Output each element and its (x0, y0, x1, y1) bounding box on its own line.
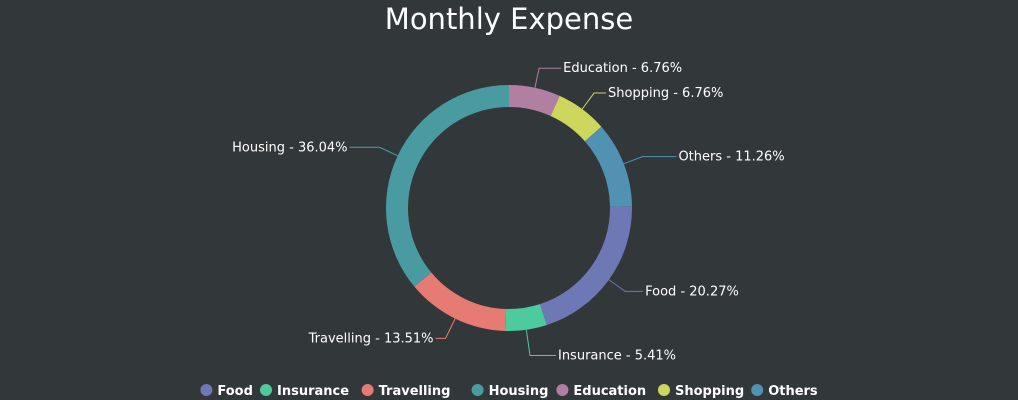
legend-label-shopping: Shopping (675, 384, 744, 399)
legend-marker-others (751, 384, 764, 396)
legend-item-food[interactable]: Food (200, 384, 253, 399)
slice-label-education: Education - 6.76% (563, 61, 682, 76)
leader-line-insurance (525, 329, 556, 357)
slices-layer (385, 85, 632, 331)
leader-line-others (623, 156, 677, 165)
legend-label-housing: Housing (489, 384, 549, 399)
legend-marker-food (200, 384, 213, 396)
slice-travelling[interactable] (414, 272, 507, 331)
legend-marker-shopping (658, 384, 670, 396)
legend-label-food: Food (217, 384, 253, 399)
slice-label-travelling: Travelling - 13.51% (308, 331, 434, 346)
leader-line-housing (349, 146, 398, 157)
legend: Food Insurance Travelling Housing Education S… (200, 384, 818, 399)
slice-housing[interactable] (385, 85, 509, 287)
legend-label-travelling: Travelling (379, 384, 451, 399)
chart-title: Monthly Expense (385, 2, 633, 36)
legend-marker-insurance (260, 384, 272, 396)
slice-others[interactable] (584, 126, 632, 207)
legend-item-others[interactable]: Others (751, 384, 818, 399)
leader-line-travelling (435, 318, 456, 339)
slice-shopping[interactable] (550, 95, 602, 142)
leader-line-shopping (581, 92, 607, 110)
legend-marker-travelling (361, 384, 374, 396)
legend-item-education[interactable]: Education (556, 384, 646, 399)
slice-label-shopping: Shopping - 6.76% (608, 86, 723, 101)
slice-label-insurance: Insurance - 5.41% (558, 349, 676, 364)
leader-line-food (608, 279, 644, 292)
slice-label-housing: Housing - 36.04% (232, 140, 347, 155)
slice-insurance[interactable] (505, 304, 547, 331)
legend-label-education: Education (573, 384, 646, 399)
legend-label-insurance: Insurance (277, 384, 349, 399)
legend-item-insurance[interactable]: Insurance (260, 384, 349, 399)
slice-label-food: Food - 20.27% (645, 284, 739, 299)
legend-label-others: Others (768, 384, 818, 399)
legend-marker-housing (471, 384, 484, 396)
legend-item-shopping[interactable]: Shopping (658, 384, 744, 399)
legend-marker-education (556, 384, 569, 396)
slice-label-others: Others - 11.26% (678, 150, 784, 165)
slice-food[interactable] (539, 206, 632, 326)
legend-item-housing[interactable]: Housing (471, 384, 549, 399)
slice-education[interactable] (509, 85, 560, 116)
leader-line-education (534, 67, 562, 88)
legend-item-travelling[interactable]: Travelling (361, 384, 451, 399)
labels-layer: Education - 6.76% Shopping - 6.76% Others … (232, 61, 784, 363)
